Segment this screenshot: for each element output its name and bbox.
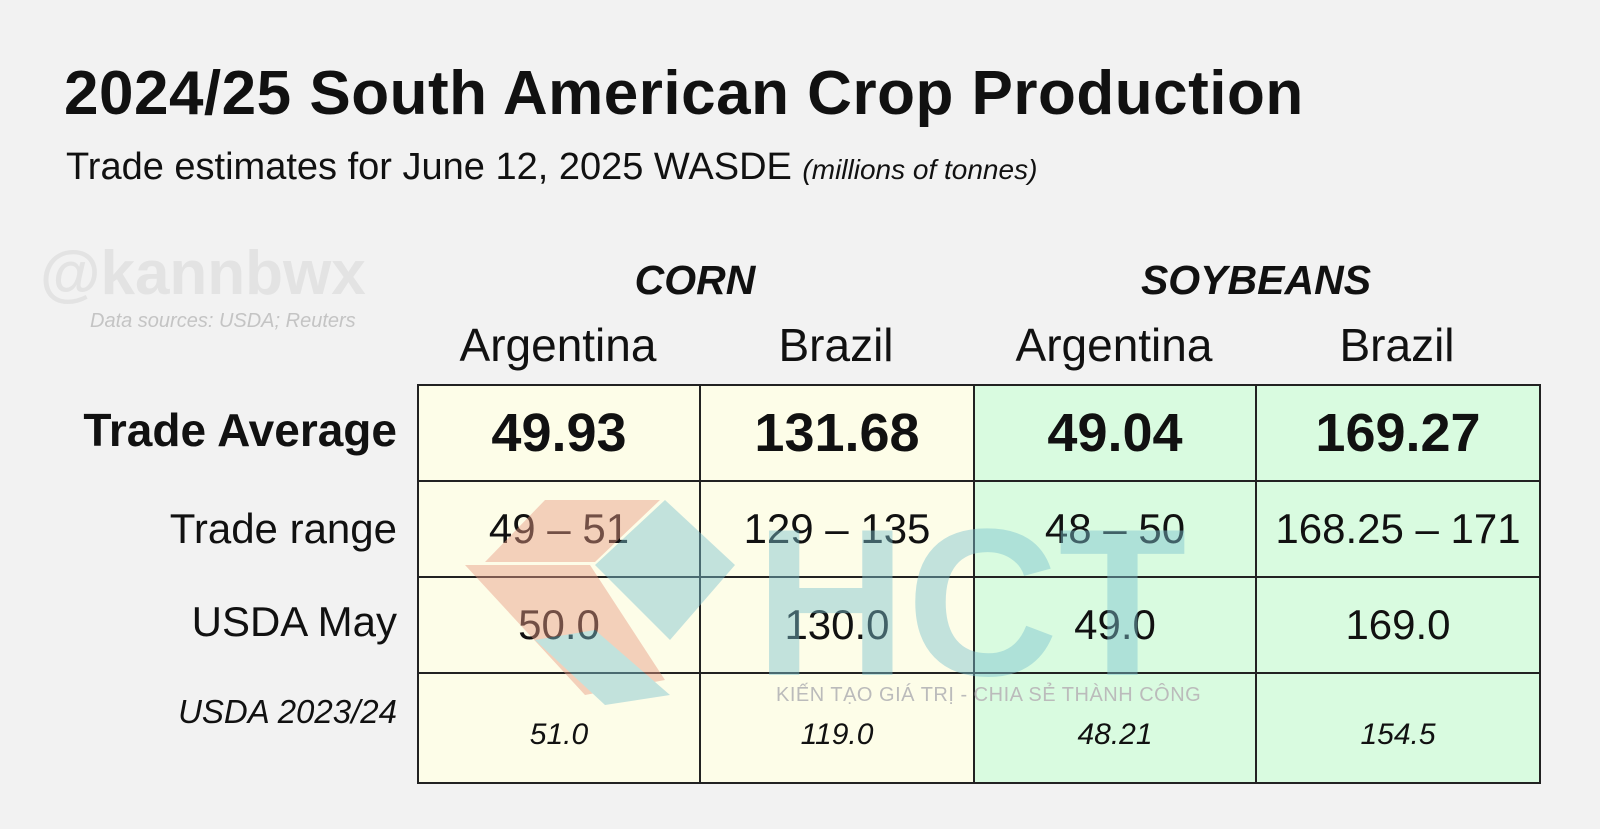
cell-trade-average-soy-brazil: 169.27	[1255, 384, 1541, 482]
column-header-corn-brazil: Brazil	[778, 319, 894, 371]
cell-trade-range-corn-brazil: 129 – 135	[699, 480, 975, 578]
cell-usda-may-soy-argentina: 49.0	[973, 576, 1257, 674]
data-sources: Data sources: USDA; Reuters	[90, 310, 356, 332]
chart-title: 2024/25 South American Crop Production	[64, 59, 1304, 128]
column-header-corn-argentina: Argentina	[459, 319, 657, 371]
cell-usda-2023-24-corn-brazil: 119.0	[699, 672, 975, 784]
table-row-trade-average: 49.93 131.68 49.04 169.27	[417, 384, 1541, 482]
cell-usda-may-corn-argentina: 50.0	[417, 576, 701, 674]
table-row-trade-range: 49 – 51 129 – 135 48 – 50 168.25 – 171	[417, 480, 1541, 578]
data-table: 49.93 131.68 49.04 169.27 49 – 51 129 – …	[417, 384, 1541, 784]
cell-trade-range-soy-brazil: 168.25 – 171	[1255, 480, 1541, 578]
logo-tagline: KIẾN TẠO GIÁ TRỊ - CHIA SẺ THÀNH CÔNG	[776, 684, 1202, 706]
cell-trade-average-corn-argentina: 49.93	[417, 384, 701, 482]
group-header-soybeans: SOYBEANS	[1140, 257, 1372, 303]
table-row-usda-2023-24: 51.0 119.0 48.21 154.5	[417, 672, 1541, 784]
author-watermark: @kannbwx	[40, 239, 366, 308]
group-header-corn: CORN	[634, 257, 756, 303]
cell-usda-2023-24-soy-brazil: 154.5	[1255, 672, 1541, 784]
column-header-soy-argentina: Argentina	[1015, 319, 1213, 371]
cell-trade-range-corn-argentina: 49 – 51	[417, 480, 701, 578]
cell-trade-average-soy-argentina: 49.04	[973, 384, 1257, 482]
cell-usda-2023-24-corn-argentina: 51.0	[417, 672, 701, 784]
row-label-usda-may: USDA May	[191, 598, 397, 645]
cell-trade-range-soy-argentina: 48 – 50	[973, 480, 1257, 578]
cell-trade-average-corn-brazil: 131.68	[699, 384, 975, 482]
table-row-usda-may: 50.0 130.0 49.0 169.0	[417, 576, 1541, 674]
chart-subtitle: Trade estimates for June 12, 2025 WASDE …	[66, 146, 1037, 189]
subtitle-text: Trade estimates for June 12, 2025 WASDE	[66, 146, 792, 188]
row-label-usda-2023-24: USDA 2023/24	[178, 693, 397, 730]
row-label-trade-range: Trade range	[169, 505, 397, 552]
cell-usda-2023-24-soy-argentina: 48.21	[973, 672, 1257, 784]
row-label-trade-average: Trade Average	[83, 404, 397, 456]
unit-note: (millions of tonnes)	[802, 154, 1038, 185]
cell-usda-may-corn-brazil: 130.0	[699, 576, 975, 674]
column-header-soy-brazil: Brazil	[1339, 319, 1455, 371]
cell-usda-may-soy-brazil: 169.0	[1255, 576, 1541, 674]
